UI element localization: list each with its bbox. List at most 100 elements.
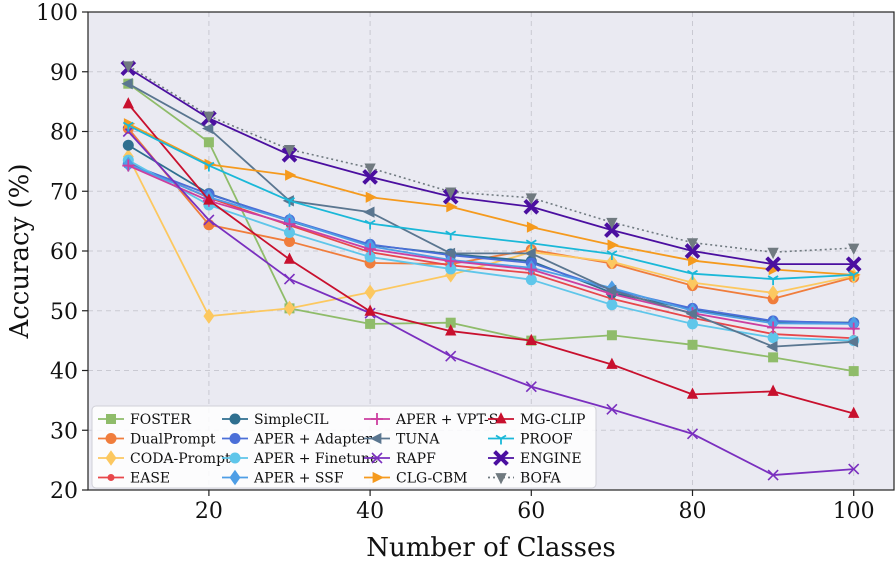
data-point — [606, 254, 618, 270]
data-point — [848, 271, 860, 281]
legend-marker — [106, 414, 116, 424]
data-point — [688, 254, 700, 267]
data-point — [122, 97, 134, 109]
data-point — [203, 214, 215, 226]
legend-label: ENGINE — [520, 451, 582, 467]
legend-marker — [371, 452, 383, 464]
data-point — [767, 247, 779, 260]
y-tick-label: 70 — [50, 180, 78, 205]
y-tick-label: 20 — [50, 479, 78, 504]
y-tick-label: 60 — [50, 240, 78, 265]
data-point — [445, 350, 457, 362]
legend-marker — [495, 473, 507, 485]
data-point — [364, 304, 376, 316]
legend-item: CODA-Prompt — [98, 450, 231, 467]
data-point — [686, 387, 699, 399]
data-point — [203, 111, 215, 123]
data-point — [605, 284, 617, 297]
legend-item: BOFA — [488, 471, 562, 487]
data-point — [121, 78, 133, 90]
x-tick-label: 60 — [517, 499, 545, 524]
legend-item: CLG-CBM — [364, 471, 468, 487]
data-point — [365, 318, 376, 329]
data-point — [606, 299, 618, 311]
legend-item: RAPF — [364, 451, 436, 467]
data-point — [284, 197, 295, 207]
data-point — [122, 61, 134, 73]
legend-label: CODA-Prompt — [130, 451, 231, 467]
legend-marker — [229, 433, 241, 444]
legend-label: FOSTER — [130, 412, 191, 428]
legend-marker — [229, 452, 241, 464]
data-point — [285, 169, 297, 181]
series-line — [127, 67, 854, 266]
data-point — [606, 403, 618, 415]
data-point — [446, 201, 458, 213]
series-line — [127, 124, 854, 280]
data-point — [687, 269, 698, 280]
data-point — [848, 463, 860, 475]
data-point — [283, 218, 296, 231]
y-tick-label: 80 — [50, 121, 78, 146]
series-line — [127, 130, 854, 476]
series-line — [127, 82, 854, 348]
legend-marker — [370, 432, 382, 445]
data-point — [445, 317, 456, 328]
series-line — [127, 162, 854, 325]
data-point — [606, 217, 618, 230]
data-point — [364, 243, 377, 256]
x-tick-label: 40 — [356, 499, 384, 524]
legend-marker — [371, 413, 383, 425]
legend-label: TUNA — [396, 432, 440, 448]
data-point — [202, 122, 214, 135]
data-point — [604, 222, 620, 238]
legend-item: APER + SSF — [222, 469, 344, 487]
data-point — [283, 145, 296, 157]
data-point — [685, 308, 697, 320]
data-point — [846, 336, 859, 348]
data-point — [606, 330, 617, 341]
series-line — [127, 122, 854, 276]
data-point — [847, 322, 860, 335]
data-point — [766, 340, 778, 353]
series-mg-clip — [122, 97, 860, 418]
data-point — [283, 273, 296, 285]
legend-label: MG-CLIP — [520, 412, 585, 428]
legend-item: DualPrompt — [98, 432, 216, 448]
data-point — [687, 339, 698, 350]
legend-label: PROOF — [520, 432, 573, 448]
data-point — [848, 366, 859, 377]
data-point — [203, 137, 214, 148]
data-point — [525, 263, 538, 276]
legend-item: APER + Finetune — [222, 451, 378, 467]
data-point — [767, 321, 780, 334]
legend-label: APER + SSF — [253, 471, 344, 487]
data-point — [362, 169, 378, 185]
data-point — [122, 139, 134, 151]
legend-item: FOSTER — [98, 412, 191, 428]
data-point — [686, 428, 699, 440]
data-point — [848, 406, 860, 418]
y-tick-label: 100 — [36, 1, 78, 26]
data-point — [525, 239, 537, 250]
series-line — [127, 82, 854, 372]
series-line — [127, 164, 854, 330]
data-point — [765, 256, 781, 272]
legend-marker — [105, 433, 117, 444]
data-point — [444, 255, 457, 268]
legend-item: TUNA — [364, 432, 440, 448]
data-point — [767, 332, 779, 344]
series-layer — [120, 60, 862, 481]
legend-marker — [107, 474, 115, 481]
data-point — [122, 121, 134, 132]
data-point — [364, 284, 376, 300]
data-point — [283, 252, 296, 264]
legend-item: PROOF — [488, 432, 573, 448]
data-point — [445, 187, 457, 199]
y-tick-label: 30 — [50, 419, 78, 444]
y-tick-label: 90 — [50, 61, 78, 86]
legend-marker — [229, 469, 241, 486]
series-line — [127, 163, 854, 325]
legend-label: APER + VPT-S — [395, 412, 498, 428]
